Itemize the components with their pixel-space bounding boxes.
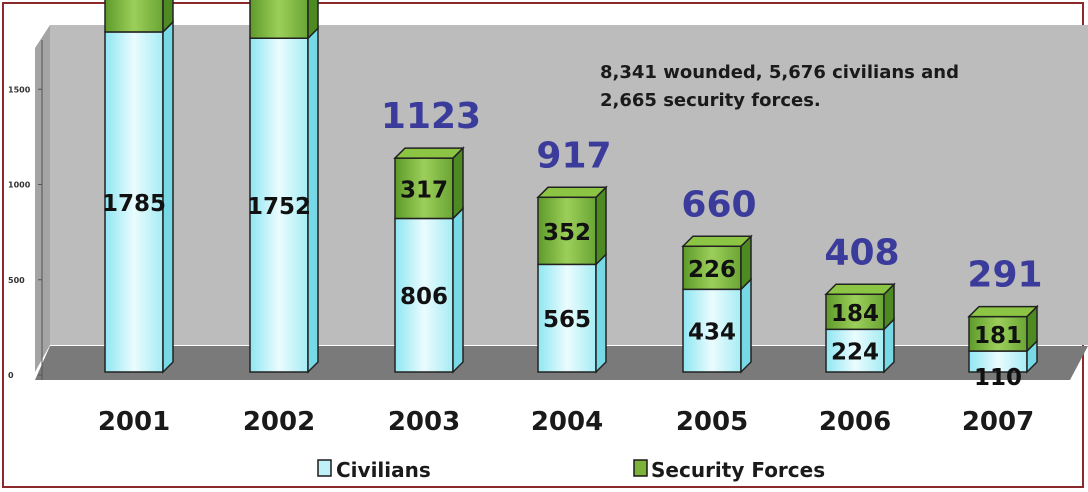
data-label-security-forces: 317	[400, 177, 448, 203]
data-label-civilians: 1752	[247, 194, 311, 220]
bar-group-2006: 224 184 408 2006	[819, 232, 900, 437]
data-label-security-forces: 226	[688, 257, 736, 283]
bar-group-2004: 565 352 917 2004	[531, 135, 612, 437]
total-label: 660	[681, 184, 756, 225]
x-tick-label: 2005	[676, 407, 748, 437]
x-tick-label: 2006	[819, 407, 891, 437]
bar-top	[967, 305, 1039, 318]
annotation-line-2: 2,665 security forces.	[600, 90, 821, 111]
bar-security-forces	[537, 196, 597, 266]
bar-security-forces-side	[595, 185, 607, 267]
data-label-civilians: 565	[543, 307, 591, 333]
bar-top	[536, 186, 608, 199]
legend-label-security-forces: Security Forces	[651, 458, 825, 482]
bar-security-forces	[104, 0, 164, 33]
total-label: 291	[967, 255, 1042, 296]
bar-security-forces	[682, 245, 742, 291]
x-tick-label: 2002	[243, 407, 315, 437]
bar-security-forces	[249, 0, 309, 39]
annotation-line-1: 8,341 wounded, 5,676 civilians and	[600, 62, 959, 83]
bar-security-forces-side	[162, 0, 174, 34]
data-label-civilians: 224	[831, 340, 879, 366]
bar-civilians-side	[740, 277, 752, 374]
legend-swatch-security-forces	[633, 459, 648, 477]
x-tick-label: 2004	[531, 407, 603, 437]
legend-swatch-civilians	[317, 459, 332, 477]
bar-group-2005: 434 226 660 2005	[676, 184, 757, 437]
bar-civilians	[104, 31, 164, 373]
total-label: 1123	[381, 96, 481, 137]
data-label-civilians: 110	[974, 365, 1022, 391]
bar-security-forces	[825, 293, 885, 331]
x-tick-label: 2003	[388, 407, 460, 437]
bar-civilians-side	[595, 252, 607, 374]
data-label-civilians: 1785	[102, 191, 166, 217]
bar-security-forces-side	[307, 0, 319, 41]
bar-top	[824, 283, 896, 296]
data-label-civilians: 434	[688, 320, 736, 346]
legend-label-civilians: Civilians	[336, 458, 431, 482]
data-label-security-forces: 184	[831, 301, 879, 327]
bar-group-2002: 175259623482002	[243, 0, 319, 437]
bar-top	[681, 235, 753, 248]
y-tick-label: 1500	[8, 85, 31, 94]
x-tick-label: 2001	[98, 407, 170, 437]
data-label-civilians: 806	[400, 284, 448, 310]
bar-group-2001: 178580925942001	[98, 0, 174, 437]
bar-civilians	[394, 217, 454, 373]
y-tick-label: 500	[8, 276, 25, 285]
data-label-security-forces: 181	[974, 323, 1022, 349]
bar-group-2003: 806 317 1123 2003	[381, 96, 481, 437]
data-label-security-forces: 352	[543, 220, 591, 246]
bar-group-2007: 110 181 291 2007	[962, 255, 1043, 437]
bar-top	[393, 147, 465, 159]
total-label: 917	[536, 135, 611, 176]
total-label: 408	[824, 232, 899, 273]
bar-security-forces-side	[452, 146, 464, 221]
y-tick-label: 1000	[8, 181, 31, 190]
bar-security-forces	[394, 157, 454, 220]
bar-civilians-side	[452, 206, 464, 374]
bar-civilians	[682, 288, 742, 373]
x-tick-label: 2007	[962, 407, 1034, 437]
y-tick-label: 0	[8, 371, 14, 380]
